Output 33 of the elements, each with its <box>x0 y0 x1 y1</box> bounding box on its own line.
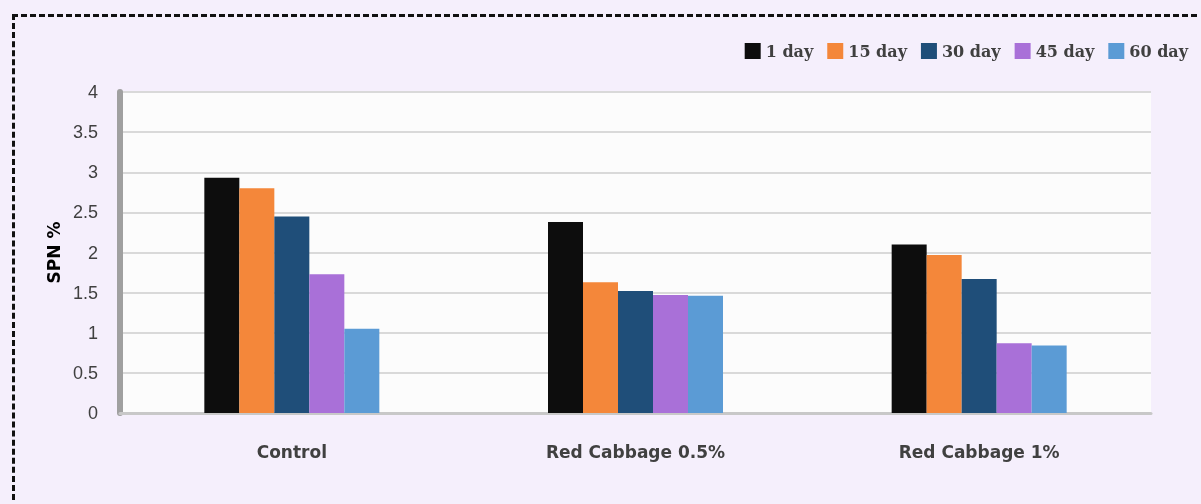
y-tick-label: 0.5 <box>72 362 98 383</box>
y-tick-label: 0 <box>87 403 98 423</box>
bar <box>583 282 618 413</box>
bar <box>961 278 997 413</box>
legend-label: 30 day <box>941 41 1002 61</box>
bar <box>891 244 927 413</box>
x-tick-label: Control <box>256 441 327 462</box>
y-tick-label: 4 <box>87 82 98 102</box>
bar <box>274 216 310 413</box>
bar <box>548 222 583 413</box>
bar <box>688 295 723 413</box>
y-tick-label: 2.5 <box>72 202 98 223</box>
y-axis-title: SPN % <box>43 221 64 284</box>
x-tick-label: Red Cabbage 1% <box>898 441 1060 462</box>
bar <box>653 295 688 413</box>
y-tick-label: 3.5 <box>72 122 98 143</box>
y-tick-label: 1 <box>87 322 98 343</box>
legend-label: 15 day <box>848 41 908 61</box>
bar <box>1031 345 1067 413</box>
x-tick-label: Red Cabbage 0.5% <box>545 441 726 462</box>
bar <box>618 291 653 413</box>
bar <box>996 343 1032 413</box>
y-tick-label: 2 <box>87 242 98 263</box>
bar <box>204 177 240 413</box>
y-tick-label: 1.5 <box>72 282 98 303</box>
bar <box>926 254 962 413</box>
legend-label: 1 day <box>765 41 814 61</box>
bar <box>239 188 275 413</box>
y-tick-label: 3 <box>87 162 98 183</box>
bar <box>344 328 380 413</box>
legend-label: 45 day <box>1035 41 1096 61</box>
legend-label: 60 day <box>1129 41 1189 61</box>
bar <box>309 274 345 413</box>
